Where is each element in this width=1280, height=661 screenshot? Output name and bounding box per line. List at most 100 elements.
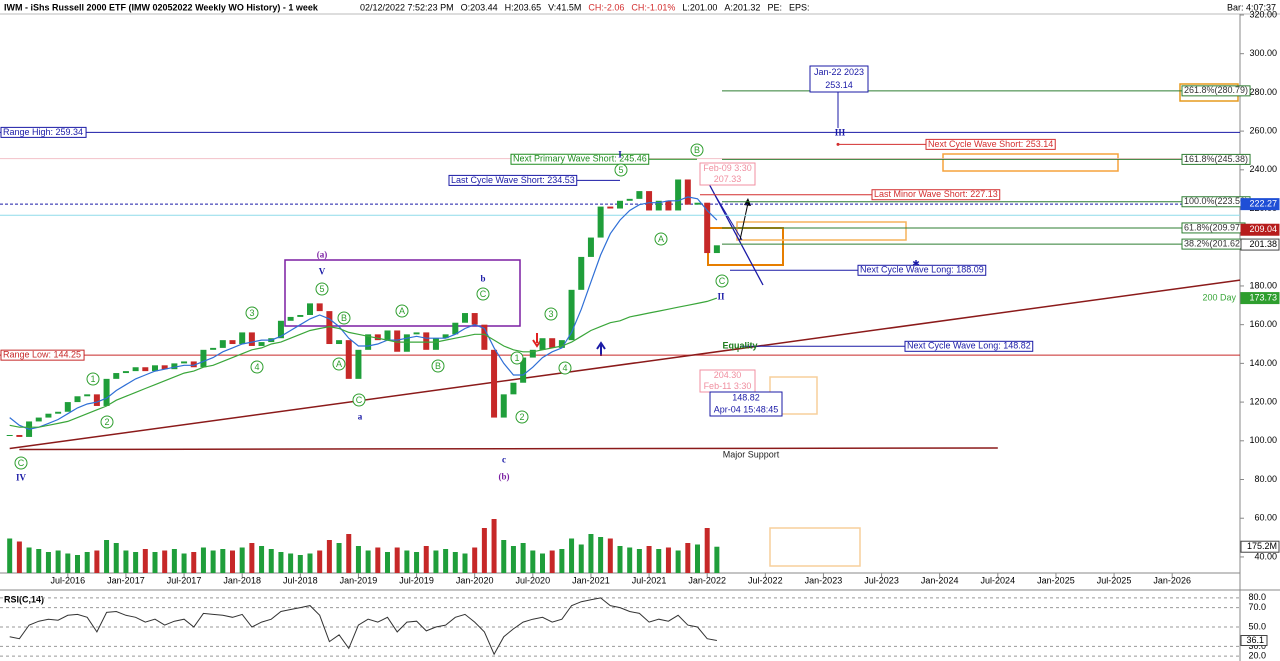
info-box-text: Apr-04 15:48:45: [714, 404, 779, 414]
price-bar: [142, 367, 149, 372]
price-bar: [491, 349, 498, 418]
volume-bar: [94, 550, 100, 573]
price-bar: [93, 394, 100, 406]
star: ✱: [912, 258, 920, 268]
wave-label: 1: [514, 353, 519, 363]
volume-bar: [549, 550, 555, 573]
wave-label: 3: [548, 309, 553, 319]
wave-label: (b): [499, 472, 510, 482]
price-bar: [452, 322, 459, 335]
price-bar: [316, 303, 323, 312]
volume-bar: [578, 544, 584, 573]
price-bar: [539, 338, 546, 350]
price-bar: [423, 332, 430, 350]
price-bar: [626, 198, 633, 201]
price-bar: [374, 334, 381, 341]
price-bar: [258, 342, 265, 346]
info-box-text: Feb-09 3:30: [703, 163, 752, 173]
note: Major Support: [723, 449, 780, 459]
price-bar: [665, 200, 672, 211]
volume-bar: [607, 538, 613, 573]
rsi-tick-label: 50.0: [1248, 621, 1266, 631]
price-bar: [219, 340, 226, 348]
volume-bar: [695, 544, 700, 573]
price-bar: [113, 373, 120, 379]
info-box-text: Feb-11 3:30: [704, 381, 752, 391]
wave-label: B: [341, 313, 347, 323]
wave-label: V: [319, 267, 326, 277]
y-tick-label: 280.00: [1249, 87, 1277, 97]
wave-label: 2: [104, 417, 109, 427]
annotation-label: Next Cycle Wave Long: 148.82: [907, 341, 1031, 351]
price-bar: [122, 371, 129, 374]
volume-bar: [220, 549, 226, 573]
annotation-label: Next Cycle Wave Short: 253.14: [928, 139, 1053, 149]
price-bar: [675, 179, 682, 211]
price-bar: [384, 330, 391, 341]
x-tick-label: Jul-2025: [1097, 575, 1132, 585]
wave-label: (a): [317, 250, 328, 260]
volume-bar: [7, 538, 13, 573]
wave-circle: [431, 359, 445, 373]
wave-circle: [544, 307, 558, 321]
note: Equality: [722, 340, 757, 350]
price-bar: [597, 206, 604, 238]
quote-item: EPS:: [789, 2, 810, 12]
price-bar: [326, 311, 333, 345]
quote-item: H:203.65: [505, 2, 542, 12]
price-bar: [462, 313, 468, 323]
price-bar: [481, 324, 488, 350]
wave-label: c: [502, 455, 506, 465]
wave-circle: [654, 232, 668, 246]
annotation-box: [510, 153, 650, 165]
info-box: [709, 391, 783, 417]
price-tag: [1240, 292, 1280, 305]
price-bar: [229, 340, 236, 345]
wave-circle: [86, 372, 100, 386]
volume-bar: [152, 552, 158, 573]
volume-bar: [113, 543, 119, 573]
price-bar: [6, 434, 13, 436]
x-tick-label: Jan-2020: [456, 575, 494, 585]
quote-item: CH:-2.06: [588, 2, 624, 12]
fib-label: 261.8%(280.79): [1184, 85, 1248, 95]
y-tick-label: 260.00: [1249, 125, 1277, 135]
volume-bar: [230, 550, 235, 573]
volume-bar: [569, 538, 575, 573]
price-bar: [413, 332, 420, 335]
fib-label-box: [1181, 153, 1251, 165]
wave-label: b: [480, 274, 485, 284]
volume-bar: [75, 555, 80, 573]
volume-bar: [239, 547, 245, 573]
trendline: [19, 447, 998, 451]
x-tick-label: Jul-2018: [283, 575, 318, 585]
target-box: [942, 153, 1119, 172]
trendline: [9, 279, 1241, 450]
wave-circle: [337, 311, 351, 325]
fib-label: 161.8%(245.38): [1184, 154, 1248, 164]
wave-label: A: [658, 234, 664, 244]
price-tag-label: 173.73: [1249, 292, 1277, 302]
annotation-label: Next Primary Wave Short: 245.46: [513, 154, 647, 164]
x-tick-label: Jan-2023: [805, 575, 843, 585]
volume-bar: [385, 552, 390, 573]
x-tick-label: Jul-2019: [399, 575, 434, 585]
y-tick-label: 80.00: [1254, 474, 1277, 484]
price-bar: [694, 202, 701, 205]
price-bar: [210, 347, 217, 350]
volume-bar: [520, 543, 526, 573]
wave-label: A: [336, 359, 342, 369]
volume-bar: [462, 553, 468, 573]
price-bar: [64, 402, 71, 412]
x-tick-label: Jul-2016: [51, 575, 86, 585]
arrow: [739, 202, 749, 241]
volume-bar: [540, 553, 545, 573]
wave-label: C: [719, 276, 726, 286]
wave-label: 5: [618, 165, 623, 175]
fib-label: 61.8%(209.97): [1184, 222, 1243, 232]
volume-bar: [617, 546, 623, 573]
volume-bar: [404, 550, 410, 573]
volume-tag: [1240, 540, 1280, 553]
